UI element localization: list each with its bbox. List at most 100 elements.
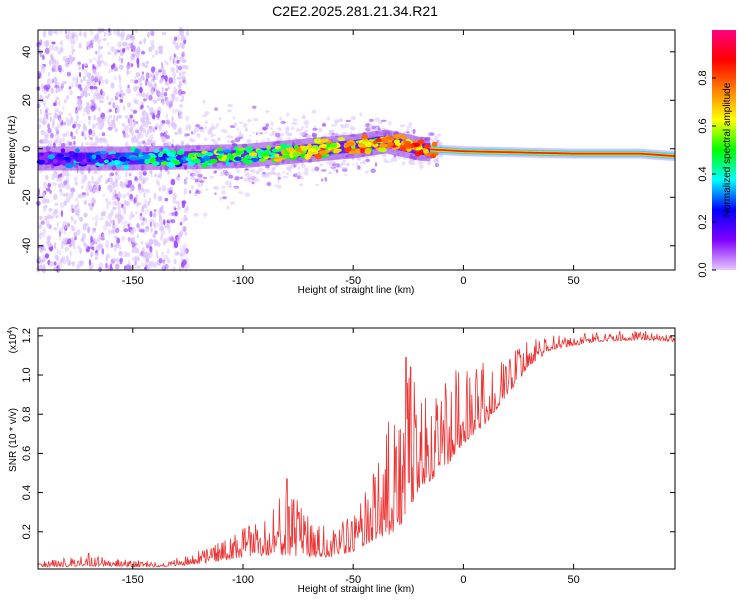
spectrogram-mark [62,80,67,85]
spectrogram-mark [72,38,76,44]
spectrogram-mark [77,122,81,130]
spectrogram-mark [234,156,242,162]
spectrogram-mark [158,152,163,158]
spectrogram-mark [321,178,324,182]
spectrogram-mark [269,133,274,136]
spectrogram-mark [180,261,185,268]
spectrogram-mark [172,77,177,85]
spectrogram-mark [122,48,126,53]
snr-plot-area [38,328,675,569]
spectrogram-mark [299,131,306,136]
spectrogram-mark [68,60,73,65]
spectrogram-mark [272,166,276,170]
spectrogram-mark [162,219,166,226]
spectrogram-mark [66,222,70,229]
spectrogram-mark [108,69,111,74]
spectrogram-mark [428,161,431,165]
spectrogram-mark [114,127,118,132]
spectrogram-mark [59,138,62,145]
spectrogram-mark [89,29,94,36]
spectrogram-mark [268,152,276,156]
spectrogram-mark [143,98,147,102]
spectrogram-mark [198,180,205,183]
spectrogram-mark [195,190,201,195]
spectrogram-mark [144,188,150,193]
spectrogram-mark [76,95,82,99]
spectrogram-mark [437,142,440,146]
spectrogram-mark [296,128,302,132]
spectrogram-mark [136,61,140,69]
spectrogram-mark [230,140,235,144]
spectrogram-mark [54,84,60,89]
spectrogram-mark [141,111,145,117]
spectrogram-mark [179,221,183,226]
spectrogram-mark [372,140,377,145]
spectrogram-mark [100,150,107,155]
spectrogram-y-tick-label: 0 [21,146,33,152]
spectrogram-mark [164,60,167,64]
spectrogram-mark [88,128,93,135]
spectrogram-mark [55,97,60,101]
colorbar-label: Normalized spectral amplitude [722,82,733,217]
spectrogram-mark [342,159,347,163]
spectrogram-mark [204,125,207,130]
spectrogram-mark [110,242,114,248]
spectrogram-mark [158,186,161,192]
spectrogram-mark [121,185,125,189]
spectrogram-x-tick-label: -50 [345,275,361,287]
spectrogram-mark [136,202,142,206]
spectrogram-mark [128,43,132,47]
spectrogram-mark [85,184,89,192]
spectrogram-mark [126,102,132,108]
spectrogram-mark [92,217,95,221]
spectrogram-mark [65,34,70,40]
spectrogram-mark [60,122,64,127]
spectrogram-mark [274,145,282,150]
spectrogram-mark [202,99,206,104]
spectrogram-mark [402,144,411,148]
spectrogram-mark [129,116,133,124]
spectrogram-mark [199,129,205,133]
spectrogram-mark [59,40,64,46]
spectrogram-mark [135,194,139,199]
spectrogram-mark [291,121,298,126]
spectrogram-mark [177,206,181,211]
spectrogram-mark [148,197,151,204]
spectrogram-mark [94,255,99,261]
spectrogram-mark [203,137,208,141]
spectrogram-mark [47,236,51,243]
spectrogram-mark [141,240,144,245]
spectrogram-mark [54,45,59,52]
spectrogram-mark [65,117,69,122]
spectrogram-mark [172,60,177,66]
spectrogram-mark [81,141,84,148]
spectrogram-mark [247,119,252,123]
spectrogram-mark [126,46,130,50]
spectrogram-mark [214,192,217,195]
spectrogram-mark [244,128,248,132]
spectrogram-mark [247,179,254,183]
spectrogram-mark [166,96,169,103]
spectrogram-mark [148,133,154,140]
spectrogram-mark [188,190,192,194]
spectrogram-mark [225,135,232,138]
spectrogram-mark [105,244,109,249]
spectrogram-mark [133,76,137,80]
spectrogram-mark [117,41,121,48]
spectrogram-mark [244,192,251,197]
spectrogram-mark [167,236,172,241]
spectrogram-mark [76,201,80,208]
spectrogram-band [430,148,675,157]
spectrogram-mark [252,105,257,109]
spectrogram-mark [262,126,268,131]
spectrogram-mark [131,257,137,261]
spectrogram-mark [107,213,112,221]
spectrogram-mark [96,117,101,121]
spectrogram-mark [146,263,151,269]
spectrogram-mark [153,209,157,213]
spectrogram-mark [53,261,57,266]
spectrogram-mark [113,159,120,166]
spectrogram-mark [120,64,124,69]
spectrogram-mark [168,103,172,110]
spectrogram-mark [68,86,72,90]
